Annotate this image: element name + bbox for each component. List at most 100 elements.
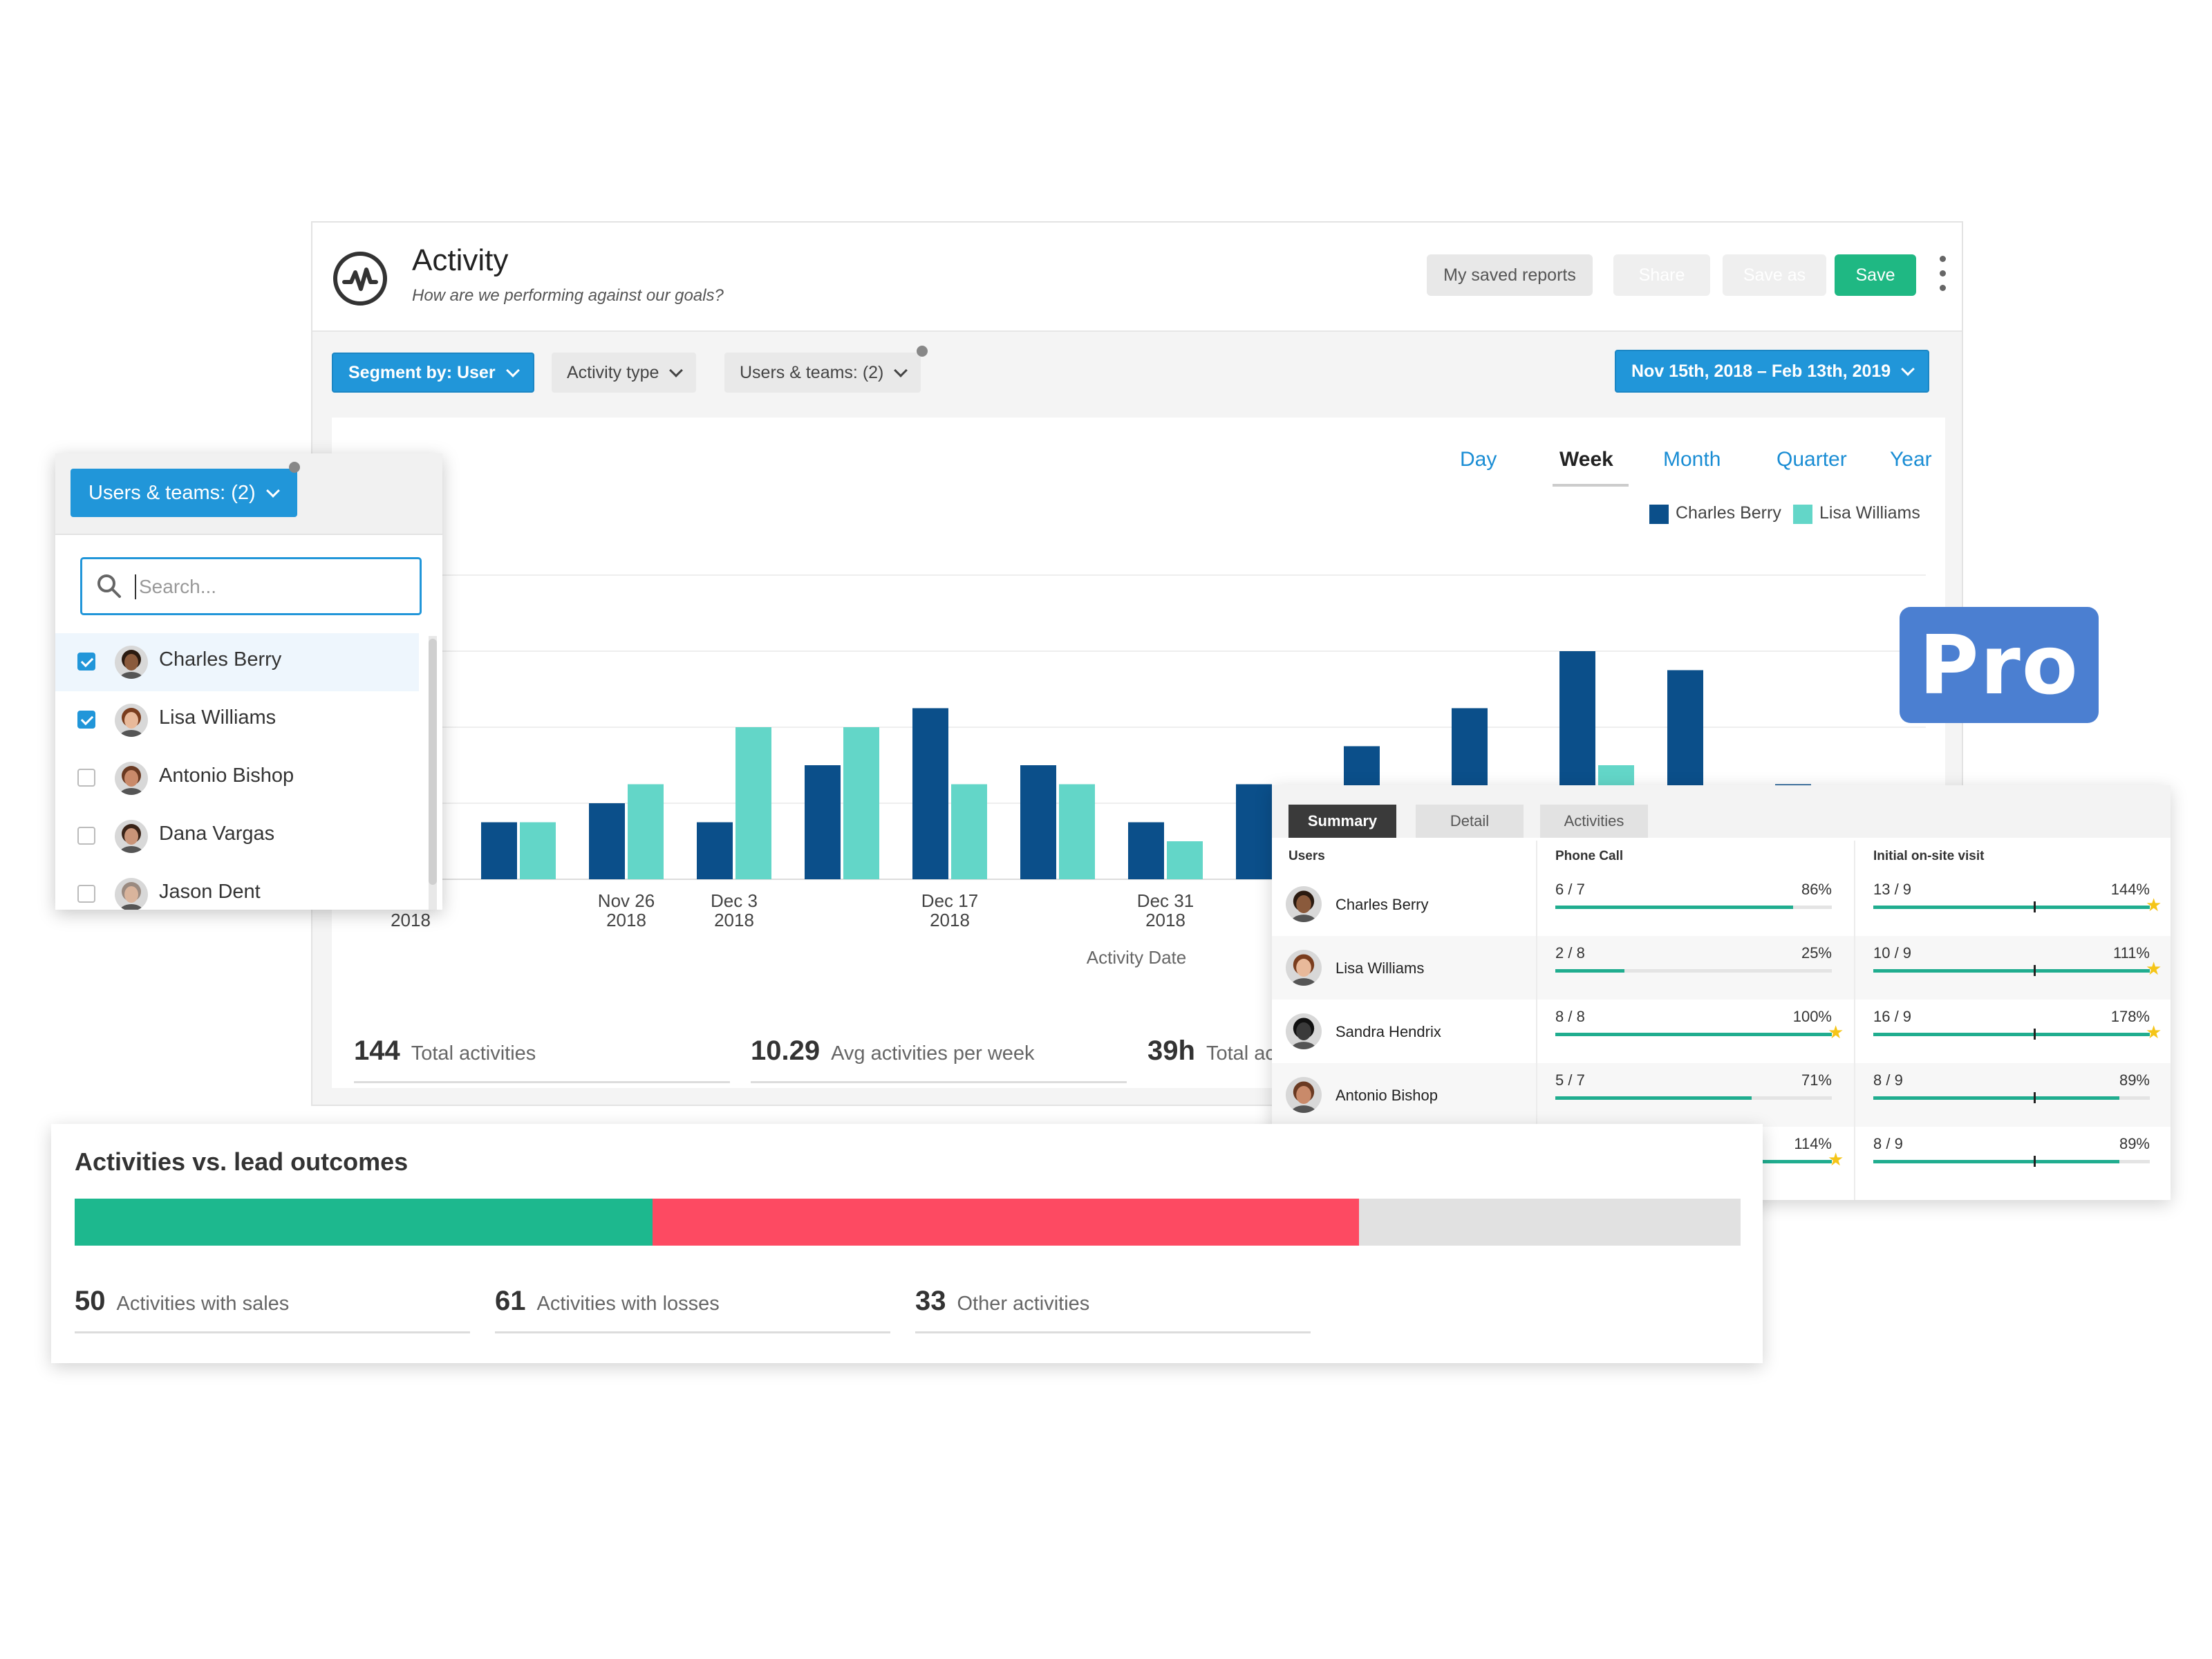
kpi-label: Total ac xyxy=(1206,1042,1275,1065)
outcome-segment[interactable] xyxy=(75,1199,653,1246)
star-icon: ★ xyxy=(1828,1149,1844,1170)
user-option[interactable]: Lisa Williams xyxy=(55,691,419,749)
bar-lisa-williams[interactable] xyxy=(843,727,879,879)
user-option[interactable]: Dana Vargas xyxy=(55,807,419,865)
bar-lisa-williams[interactable] xyxy=(1059,784,1095,880)
chevron-down-icon xyxy=(894,364,908,377)
avatar xyxy=(1286,950,1322,986)
avatar-image xyxy=(115,820,148,853)
save-as-button[interactable]: Save as xyxy=(1723,254,1826,296)
user-name: Dana Vargas xyxy=(159,823,275,845)
activity-type-filter[interactable]: Activity type xyxy=(552,353,697,393)
outcome-value: 61 xyxy=(495,1286,526,1316)
more-menu-icon[interactable] xyxy=(1938,256,1948,294)
segment-by-button[interactable]: Segment by: User xyxy=(332,353,534,393)
goal-percent: 89% xyxy=(2119,1135,2150,1152)
kpi-divider xyxy=(495,1331,890,1333)
user-checkbox[interactable] xyxy=(77,827,95,845)
row-user-name: Antonio Bishop xyxy=(1335,1087,1438,1104)
progress-fill xyxy=(1555,1096,1752,1100)
bar-lisa-williams[interactable] xyxy=(628,784,664,880)
bar-charles-berry[interactable] xyxy=(697,822,733,880)
legend-label-charles: Charles Berry xyxy=(1676,503,1781,523)
bar-lisa-williams[interactable] xyxy=(735,727,771,879)
avatar-image xyxy=(115,762,148,795)
share-button[interactable]: Share xyxy=(1613,254,1710,296)
tab-activities[interactable]: Activities xyxy=(1540,805,1648,838)
goal-percent: 144% xyxy=(2110,881,2150,898)
outcome-value: 50 xyxy=(75,1286,106,1316)
user-option[interactable]: Charles Berry xyxy=(55,633,419,691)
goal-progress-value: 13 / 9 xyxy=(1873,881,1912,898)
period-quarter[interactable]: Quarter xyxy=(1777,448,1847,471)
tab-summary[interactable]: Summary xyxy=(1288,805,1396,838)
date-range-picker[interactable]: Nov 15th, 2018 – Feb 13th, 2019 xyxy=(1615,350,1930,393)
bar-lisa-williams[interactable] xyxy=(951,784,987,880)
period-day[interactable]: Day xyxy=(1460,448,1497,471)
kpi-divider xyxy=(751,1081,1127,1083)
x-axis-label: Activity Date xyxy=(1087,947,1187,968)
chevron-down-icon xyxy=(505,364,520,377)
bar-charles-berry[interactable] xyxy=(481,822,517,880)
outcome-segment[interactable] xyxy=(653,1199,1360,1246)
progress-track xyxy=(1555,969,1832,973)
users-teams-filter[interactable]: Users & teams: (2) xyxy=(724,353,921,393)
period-month[interactable]: Month xyxy=(1663,448,1721,471)
goal-percent: 71% xyxy=(1801,1071,1832,1089)
user-checkbox[interactable] xyxy=(77,885,95,903)
x-tick-label: Dec 17 xyxy=(921,890,978,911)
bar-charles-berry[interactable] xyxy=(1236,784,1272,880)
bar-lisa-williams[interactable] xyxy=(1167,841,1203,879)
x-tick-label-year: 2018 xyxy=(391,910,431,930)
user-search-input[interactable]: Search... xyxy=(80,557,422,615)
bar-charles-berry[interactable] xyxy=(912,708,948,880)
kpi-divider xyxy=(915,1331,1311,1333)
summary-rows: Charles Berry 6 / 7 86% 13 / 9 144% ★ Lisa Wil… xyxy=(1272,872,2171,1197)
user-option[interactable]: Antonio Bishop xyxy=(55,749,419,807)
bar-charles-berry[interactable] xyxy=(589,803,625,879)
bar-charles-berry[interactable] xyxy=(1128,822,1164,880)
user-checkbox[interactable] xyxy=(77,653,95,671)
progress-fill xyxy=(1873,1096,2119,1100)
bar-charles-berry[interactable] xyxy=(1020,765,1056,879)
progress-fill xyxy=(1873,969,2150,973)
period-week[interactable]: Week xyxy=(1559,448,1613,471)
x-tick-label: Dec 31 xyxy=(1137,890,1194,911)
save-button[interactable]: Save xyxy=(1835,254,1916,296)
x-tick-label-year: 2018 xyxy=(606,910,646,930)
tab-detail[interactable]: Detail xyxy=(1416,805,1524,838)
user-checkbox[interactable] xyxy=(77,711,95,729)
user-checkbox[interactable] xyxy=(77,769,95,787)
bar-lisa-williams[interactable] xyxy=(520,822,556,880)
user-option[interactable]: Jason Dent xyxy=(55,865,419,910)
x-tick-label: Nov 26 xyxy=(598,890,655,911)
user-list: Charles Berry Lisa Williams Antonio Bishop… xyxy=(55,633,419,910)
date-range-label: Nov 15th, 2018 – Feb 13th, 2019 xyxy=(1631,361,1891,381)
goal-percent: 86% xyxy=(1801,881,1832,898)
outcome-label: Other activities xyxy=(957,1293,1090,1315)
avatar-image xyxy=(1286,950,1322,986)
list-scrollbar-thumb[interactable] xyxy=(429,639,437,885)
goal-marker xyxy=(2034,1029,2036,1040)
table-row: Lisa Williams 2 / 8 25% 10 / 9 111% ★ xyxy=(1272,936,2171,1000)
segment-by-label: Segment by: User xyxy=(348,362,496,382)
kpi-value: 39h xyxy=(1147,1035,1195,1066)
avatar-image xyxy=(115,646,148,679)
user-name: Antonio Bishop xyxy=(159,765,294,787)
filter-indicator-dot xyxy=(289,462,300,473)
progress-fill xyxy=(1555,969,1624,973)
bar-charles-berry[interactable] xyxy=(805,765,841,879)
kpi-total-hours: 39h Total ac xyxy=(1147,1035,1275,1067)
row-user-name: Sandra Hendrix xyxy=(1335,1023,1441,1040)
table-tab-bar xyxy=(1272,785,2171,838)
outcome-segment[interactable] xyxy=(1359,1199,1741,1246)
row-user-name: Charles Berry xyxy=(1335,896,1429,913)
column-divider xyxy=(1536,841,1537,1200)
table-row: Antonio Bishop 5 / 7 71% 8 / 9 89% xyxy=(1272,1063,2171,1127)
table-row: Sandra Hendrix 8 / 8 100% ★ 16 / 9 178% ★ xyxy=(1272,1000,2171,1063)
period-year[interactable]: Year xyxy=(1890,448,1932,471)
star-icon: ★ xyxy=(2146,958,2162,979)
users-teams-dropdown-button[interactable]: Users & teams: (2) xyxy=(71,469,297,517)
my-saved-reports-button[interactable]: My saved reports xyxy=(1427,254,1593,296)
goal-marker xyxy=(2034,1156,2036,1167)
